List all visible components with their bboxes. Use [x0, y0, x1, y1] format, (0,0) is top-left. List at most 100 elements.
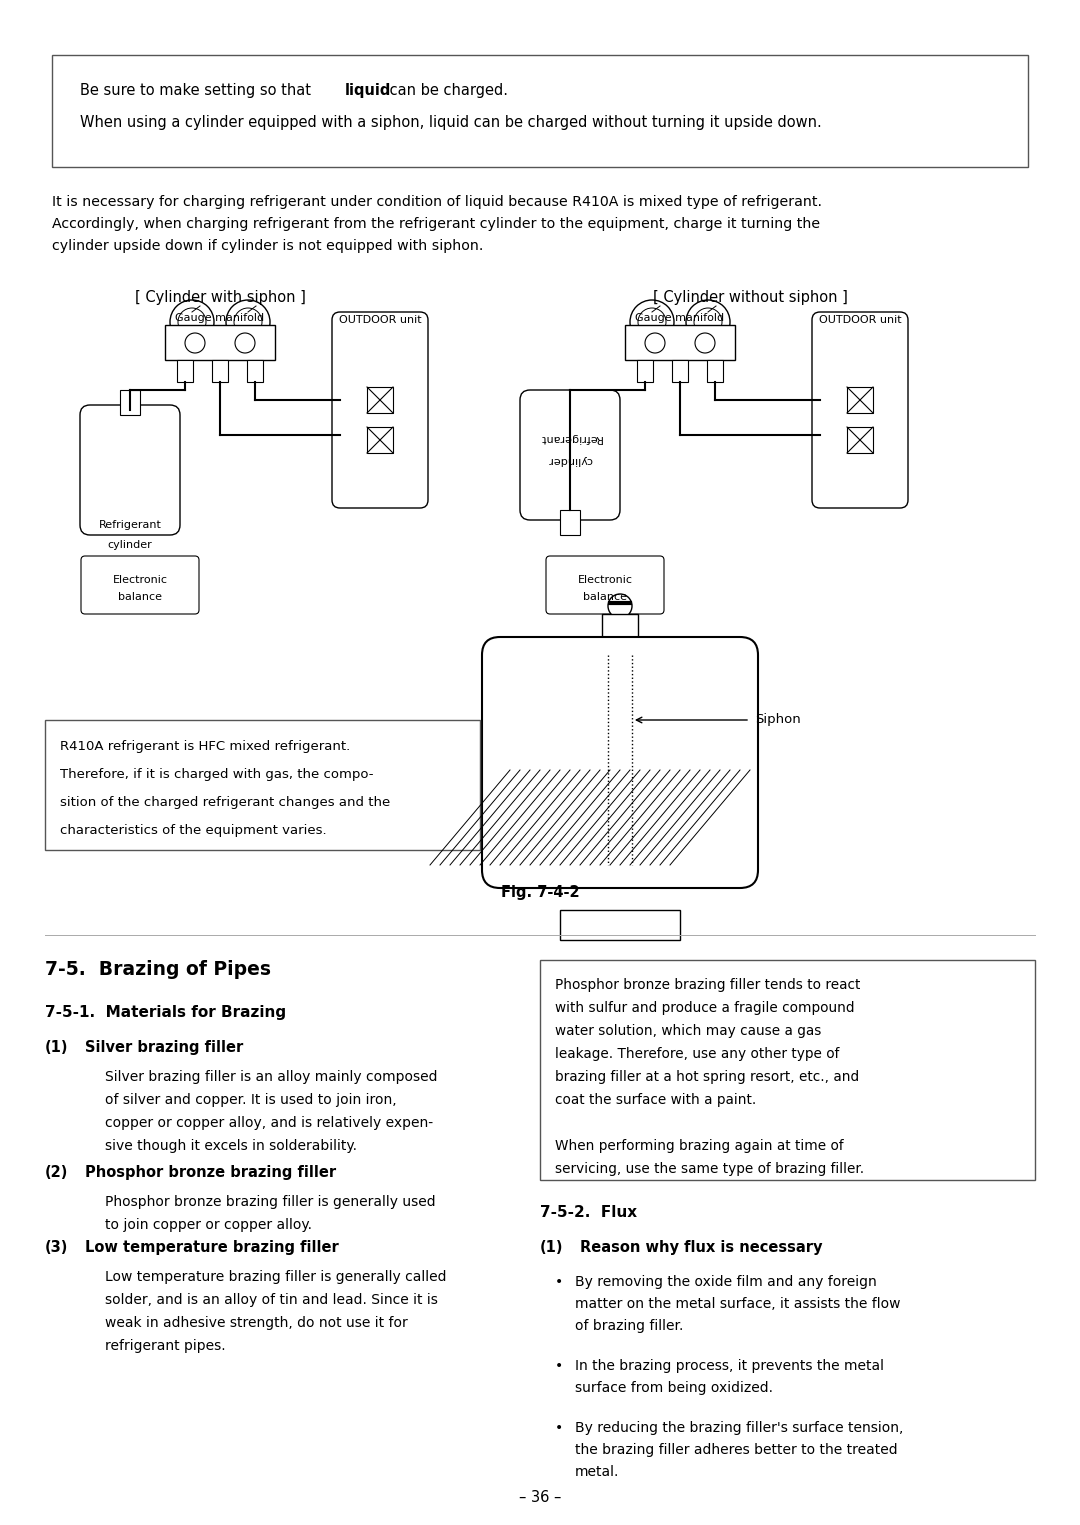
- Circle shape: [608, 595, 632, 618]
- Text: Electronic: Electronic: [578, 575, 633, 586]
- FancyBboxPatch shape: [812, 313, 908, 508]
- Text: By reducing the brazing filler's surface tension,: By reducing the brazing filler's surface…: [575, 1421, 903, 1435]
- Text: Silver brazing filler: Silver brazing filler: [85, 1040, 243, 1055]
- Text: (1): (1): [540, 1240, 564, 1255]
- Bar: [540, 961, 1035, 1180]
- Text: Accordingly, when charging refrigerant from the refrigerant cylinder to the equi: Accordingly, when charging refrigerant f…: [52, 217, 820, 230]
- Text: of silver and copper. It is used to join iron,: of silver and copper. It is used to join…: [105, 1093, 396, 1107]
- Bar: [602, 615, 638, 640]
- Circle shape: [696, 332, 715, 352]
- Circle shape: [178, 308, 206, 336]
- Text: Fig. 7-4-2: Fig. 7-4-2: [501, 884, 579, 900]
- Text: sition of the charged refrigerant changes and the: sition of the charged refrigerant change…: [60, 796, 390, 808]
- Text: matter on the metal surface, it assists the flow: matter on the metal surface, it assists …: [575, 1296, 901, 1312]
- Text: water solution, which may cause a gas: water solution, which may cause a gas: [555, 1023, 822, 1039]
- Bar: [212, 360, 228, 381]
- Text: surface from being oxidized.: surface from being oxidized.: [575, 1382, 773, 1395]
- Text: OUTDOOR unit: OUTDOOR unit: [819, 316, 902, 325]
- Text: (2): (2): [45, 1165, 68, 1180]
- Text: 7-5-1.  Materials for Brazing: 7-5-1. Materials for Brazing: [45, 1005, 286, 1020]
- Text: cylinder: cylinder: [548, 454, 592, 465]
- FancyBboxPatch shape: [546, 557, 664, 615]
- Text: •: •: [555, 1421, 564, 1435]
- Circle shape: [638, 308, 666, 336]
- Bar: [177, 360, 193, 381]
- Text: Low temperature brazing filler is generally called: Low temperature brazing filler is genera…: [105, 1270, 446, 1284]
- Text: [ Cylinder without siphon ]: [ Cylinder without siphon ]: [652, 290, 848, 305]
- Text: Be sure to make setting so that: Be sure to make setting so that: [80, 82, 315, 98]
- Bar: [561, 910, 680, 939]
- Bar: [247, 360, 264, 381]
- Text: Reason why flux is necessary: Reason why flux is necessary: [580, 1240, 823, 1255]
- Text: When performing brazing again at time of: When performing brazing again at time of: [555, 1139, 843, 1153]
- Text: refrigerant pipes.: refrigerant pipes.: [105, 1339, 226, 1353]
- Text: 7-5.  Brazing of Pipes: 7-5. Brazing of Pipes: [45, 961, 271, 979]
- Text: of brazing filler.: of brazing filler.: [575, 1319, 684, 1333]
- Text: to join copper or copper alloy.: to join copper or copper alloy.: [105, 1218, 312, 1232]
- Text: Gauge manifold: Gauge manifold: [175, 313, 265, 323]
- Circle shape: [645, 332, 665, 352]
- Text: •: •: [555, 1359, 564, 1372]
- Text: Phosphor bronze brazing filler is generally used: Phosphor bronze brazing filler is genera…: [105, 1196, 435, 1209]
- Text: solder, and is an alloy of tin and lead. Since it is: solder, and is an alloy of tin and lead.…: [105, 1293, 437, 1307]
- Text: copper or copper alloy, and is relatively expen-: copper or copper alloy, and is relativel…: [105, 1116, 433, 1130]
- Bar: [565, 640, 675, 656]
- Text: characteristics of the equipment varies.: characteristics of the equipment varies.: [60, 824, 326, 837]
- Bar: [637, 360, 653, 381]
- Text: the brazing filler adheres better to the treated: the brazing filler adheres better to the…: [575, 1443, 897, 1456]
- Circle shape: [686, 300, 730, 345]
- Text: sive though it excels in solderability.: sive though it excels in solderability.: [105, 1139, 357, 1153]
- Circle shape: [630, 300, 674, 345]
- Circle shape: [694, 308, 723, 336]
- Text: R410A refrigerant is HFC mixed refrigerant.: R410A refrigerant is HFC mixed refrigera…: [60, 740, 350, 753]
- Bar: [45, 720, 480, 849]
- Text: Silver brazing filler is an alloy mainly composed: Silver brazing filler is an alloy mainly…: [105, 1071, 437, 1084]
- Text: •: •: [555, 1275, 564, 1289]
- Text: Gauge manifold: Gauge manifold: [635, 313, 725, 323]
- Text: 7-5-2.  Flux: 7-5-2. Flux: [540, 1205, 637, 1220]
- Bar: [367, 387, 393, 413]
- Text: Electronic: Electronic: [112, 575, 167, 586]
- Text: By removing the oxide film and any foreign: By removing the oxide film and any forei…: [575, 1275, 877, 1289]
- Text: balance: balance: [583, 592, 627, 602]
- Bar: [165, 325, 275, 360]
- Circle shape: [235, 332, 255, 352]
- FancyBboxPatch shape: [482, 637, 758, 888]
- Bar: [120, 390, 140, 415]
- Text: Refrigerant: Refrigerant: [98, 520, 161, 531]
- Text: (3): (3): [45, 1240, 68, 1255]
- Text: metal.: metal.: [575, 1466, 619, 1479]
- Text: can be charged.: can be charged.: [384, 82, 508, 98]
- Bar: [847, 427, 873, 453]
- Text: Phosphor bronze brazing filler tends to react: Phosphor bronze brazing filler tends to …: [555, 978, 861, 991]
- FancyBboxPatch shape: [519, 390, 620, 520]
- Bar: [707, 360, 723, 381]
- Circle shape: [185, 332, 205, 352]
- Text: OUTDOOR unit: OUTDOOR unit: [339, 316, 421, 325]
- Text: Low temperature brazing filler: Low temperature brazing filler: [85, 1240, 339, 1255]
- Text: liquid: liquid: [345, 82, 391, 98]
- Text: Siphon: Siphon: [755, 714, 800, 726]
- Text: Therefore, if it is charged with gas, the compo-: Therefore, if it is charged with gas, th…: [60, 769, 374, 781]
- Text: It is necessary for charging refrigerant under condition of liquid because R410A: It is necessary for charging refrigerant…: [52, 195, 822, 209]
- Text: – 36 –: – 36 –: [518, 1490, 562, 1505]
- Text: [ Cylinder with siphon ]: [ Cylinder with siphon ]: [135, 290, 306, 305]
- Text: leakage. Therefore, use any other type of: leakage. Therefore, use any other type o…: [555, 1048, 839, 1061]
- Text: (1): (1): [45, 1040, 68, 1055]
- Text: Phosphor bronze brazing filler: Phosphor bronze brazing filler: [85, 1165, 336, 1180]
- Circle shape: [226, 300, 270, 345]
- Circle shape: [234, 308, 262, 336]
- Bar: [672, 360, 688, 381]
- Text: servicing, use the same type of brazing filler.: servicing, use the same type of brazing …: [555, 1162, 864, 1176]
- Bar: [367, 427, 393, 453]
- Text: coat the surface with a paint.: coat the surface with a paint.: [555, 1093, 756, 1107]
- Text: In the brazing process, it prevents the metal: In the brazing process, it prevents the …: [575, 1359, 885, 1372]
- Text: weak in adhesive strength, do not use it for: weak in adhesive strength, do not use it…: [105, 1316, 408, 1330]
- Text: cylinder: cylinder: [108, 540, 152, 551]
- FancyBboxPatch shape: [332, 313, 428, 508]
- Bar: [52, 55, 1028, 168]
- Text: Refrigerant: Refrigerant: [539, 433, 602, 442]
- Text: When using a cylinder equipped with a siphon, liquid can be charged without turn: When using a cylinder equipped with a si…: [80, 114, 822, 130]
- Text: with sulfur and produce a fragile compound: with sulfur and produce a fragile compou…: [555, 1000, 854, 1016]
- Text: balance: balance: [118, 592, 162, 602]
